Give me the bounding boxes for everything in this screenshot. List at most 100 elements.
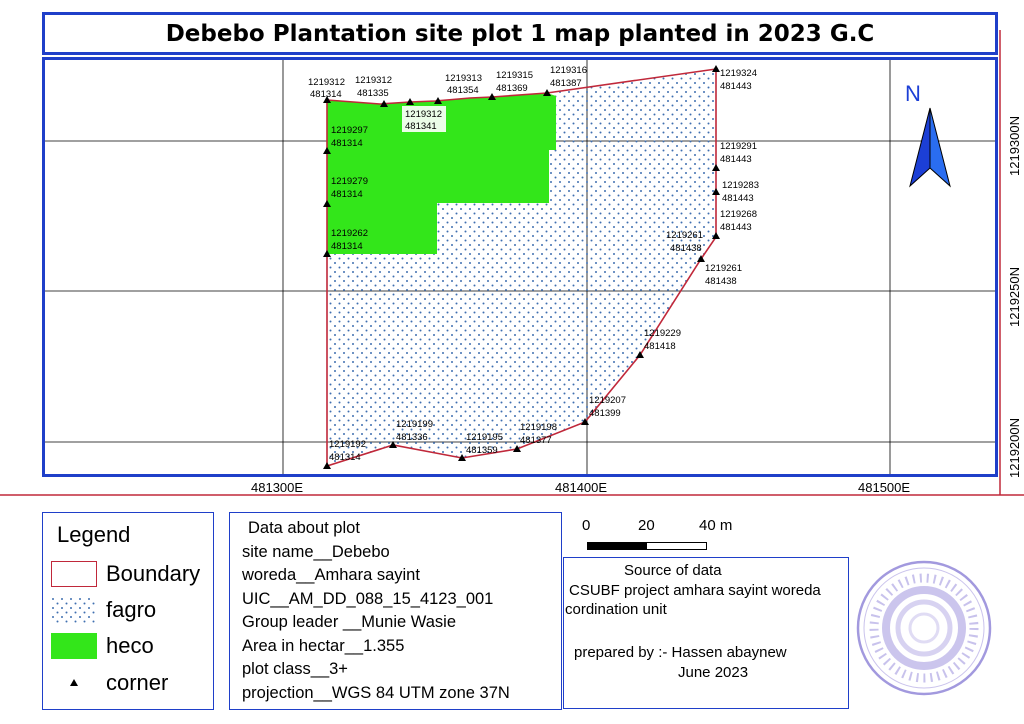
legend-item-fagro: fagro: [51, 597, 156, 623]
site-name: site name__Debebo: [242, 542, 390, 561]
corner-label-e: 481438: [670, 243, 702, 254]
scale-bar: 0 20 40 m: [578, 515, 758, 555]
grid-frame: [0, 30, 1024, 496]
corner-label-n: 1219324: [720, 68, 757, 79]
corner-marker: [697, 255, 705, 262]
corner-label-e: 481438: [705, 276, 737, 287]
corner-label-n: 1219207: [589, 395, 626, 406]
heco-area: [327, 93, 556, 254]
corner-label-n: 1219312: [355, 75, 392, 86]
corner-label-e: 481418: [644, 341, 676, 352]
corner-marker: [712, 188, 720, 195]
corner-label-n: 1219312: [308, 77, 345, 88]
source-line2: cordination unit: [565, 601, 667, 618]
corner-marker: [323, 96, 331, 103]
woreda: woreda__Amhara sayint: [242, 566, 420, 584]
corner-marker: [712, 232, 720, 239]
map-canvas: 1219312 481314 1219312 481335 1219312 48…: [0, 30, 1024, 496]
corner-label-e: 481399: [589, 408, 621, 419]
uic: UIC__AM_DD_088_15_4123_001: [242, 589, 494, 608]
corner-label-e: 481314: [331, 189, 363, 200]
legend: Legend Boundary fagro heco corner: [42, 512, 214, 710]
scale-label: 40 m: [699, 517, 733, 534]
corner-label-n: 1219297: [331, 125, 368, 136]
grid-label-y: 1219200N: [1007, 418, 1022, 478]
map-title-text: Debebo Plantation site plot 1 map plante…: [165, 20, 875, 47]
label-bg: [402, 106, 446, 132]
corner-marker: [458, 454, 466, 461]
corner-markers: [323, 65, 720, 469]
area: Area in hectar__1.355: [242, 636, 405, 655]
group-leader: Group leader __Munie Wasie: [242, 613, 457, 631]
prepared-date: June 2023: [678, 664, 749, 681]
corner-marker: [543, 89, 551, 96]
grid-label-y: 1219250N: [1007, 267, 1022, 327]
corner-marker: [513, 445, 521, 452]
official-seal-icon: [856, 560, 992, 696]
north-arrow-icon: [909, 107, 951, 188]
scale-label: 0: [582, 517, 591, 534]
corner-marker: [636, 351, 644, 358]
corner-label-e: 481443: [720, 222, 752, 233]
corner-label-n: 1219198: [520, 422, 557, 433]
legend-item-heco: heco: [51, 633, 154, 659]
plot-info-panel: Data about plot site name__Debebo woreda…: [229, 512, 562, 710]
corner-label-n: 1219268: [720, 209, 757, 220]
corner-label-e: 481443: [720, 154, 752, 165]
corner-label-n: 1219316: [550, 65, 587, 76]
legend-label: heco: [106, 633, 154, 658]
corner-marker: [323, 200, 331, 207]
plot-info-heading: Data about plot: [248, 519, 360, 537]
corner-label-e: 481387: [550, 78, 582, 89]
prepared-by: prepared by :- Hassen abaynew: [574, 644, 787, 661]
corner-label-n: 1219229: [644, 328, 681, 339]
scale-bar-track: [587, 542, 707, 550]
corner-label-n: 1219312: [405, 109, 442, 120]
corner-marker: [488, 93, 496, 100]
corner-label-e: 481341: [405, 121, 437, 132]
corner-label-n: 1219315: [496, 70, 533, 81]
corner-label-e: 481359: [466, 445, 498, 456]
corner-marker: [712, 164, 720, 171]
corner-label-e: 481335: [357, 88, 389, 99]
corner-label-n: 1219313: [445, 73, 482, 84]
corner-marker: [323, 250, 331, 257]
corner-label-e: 481354: [447, 85, 479, 96]
corner-marker: [712, 65, 720, 72]
corner-labels: 1219312 481314 1219312 481335 1219312 48…: [308, 65, 759, 463]
corner-label-e: 481336: [396, 432, 428, 443]
legend-item-corner: corner: [51, 670, 168, 696]
source-heading: Source of data: [624, 562, 722, 579]
map-title: Debebo Plantation site plot 1 map plante…: [42, 12, 998, 55]
corner-marker: [323, 147, 331, 154]
legend-label: fagro: [106, 597, 157, 622]
corner-label-n: 1219199: [396, 419, 433, 430]
green-swatch: [51, 633, 97, 659]
corner-label-n: 1219261: [705, 263, 742, 274]
grid-label-x: 481500E: [858, 480, 910, 495]
corner-label-n: 1219262: [331, 228, 368, 239]
corner-label-e: 481314: [331, 138, 363, 149]
legend-title: Legend: [57, 522, 131, 547]
source-panel: Source of data CSUBF project amhara sayi…: [563, 557, 849, 709]
triangle-marker-icon: [70, 679, 78, 686]
corner-label-n: 1219195: [466, 432, 503, 443]
plot-boundary: [326, 68, 717, 468]
dotted-swatch: [51, 597, 97, 623]
corner-label-n: 1219261: [666, 230, 703, 241]
corner-label-e: 481443: [720, 81, 752, 92]
scale-bar-black-segment: [588, 543, 647, 549]
corner-label-e: 481377: [520, 435, 552, 446]
corner-label-n: 1219192: [329, 439, 366, 450]
legend-item-boundary: Boundary: [51, 561, 200, 587]
corner-label-e: 481314: [331, 241, 363, 252]
grid-label-y: 1219300N: [1007, 116, 1022, 176]
source-line1: CSUBF project amhara sayint woreda: [569, 582, 821, 599]
corner-marker: [581, 418, 589, 425]
corner-marker: [389, 441, 397, 448]
corner-label-e: 481443: [722, 193, 754, 204]
north-label: N: [905, 81, 921, 106]
legend-label: Boundary: [106, 561, 201, 586]
projection: projection__WGS 84 UTM zone 37N: [242, 683, 510, 702]
plot-class: plot class__3+: [242, 660, 348, 678]
